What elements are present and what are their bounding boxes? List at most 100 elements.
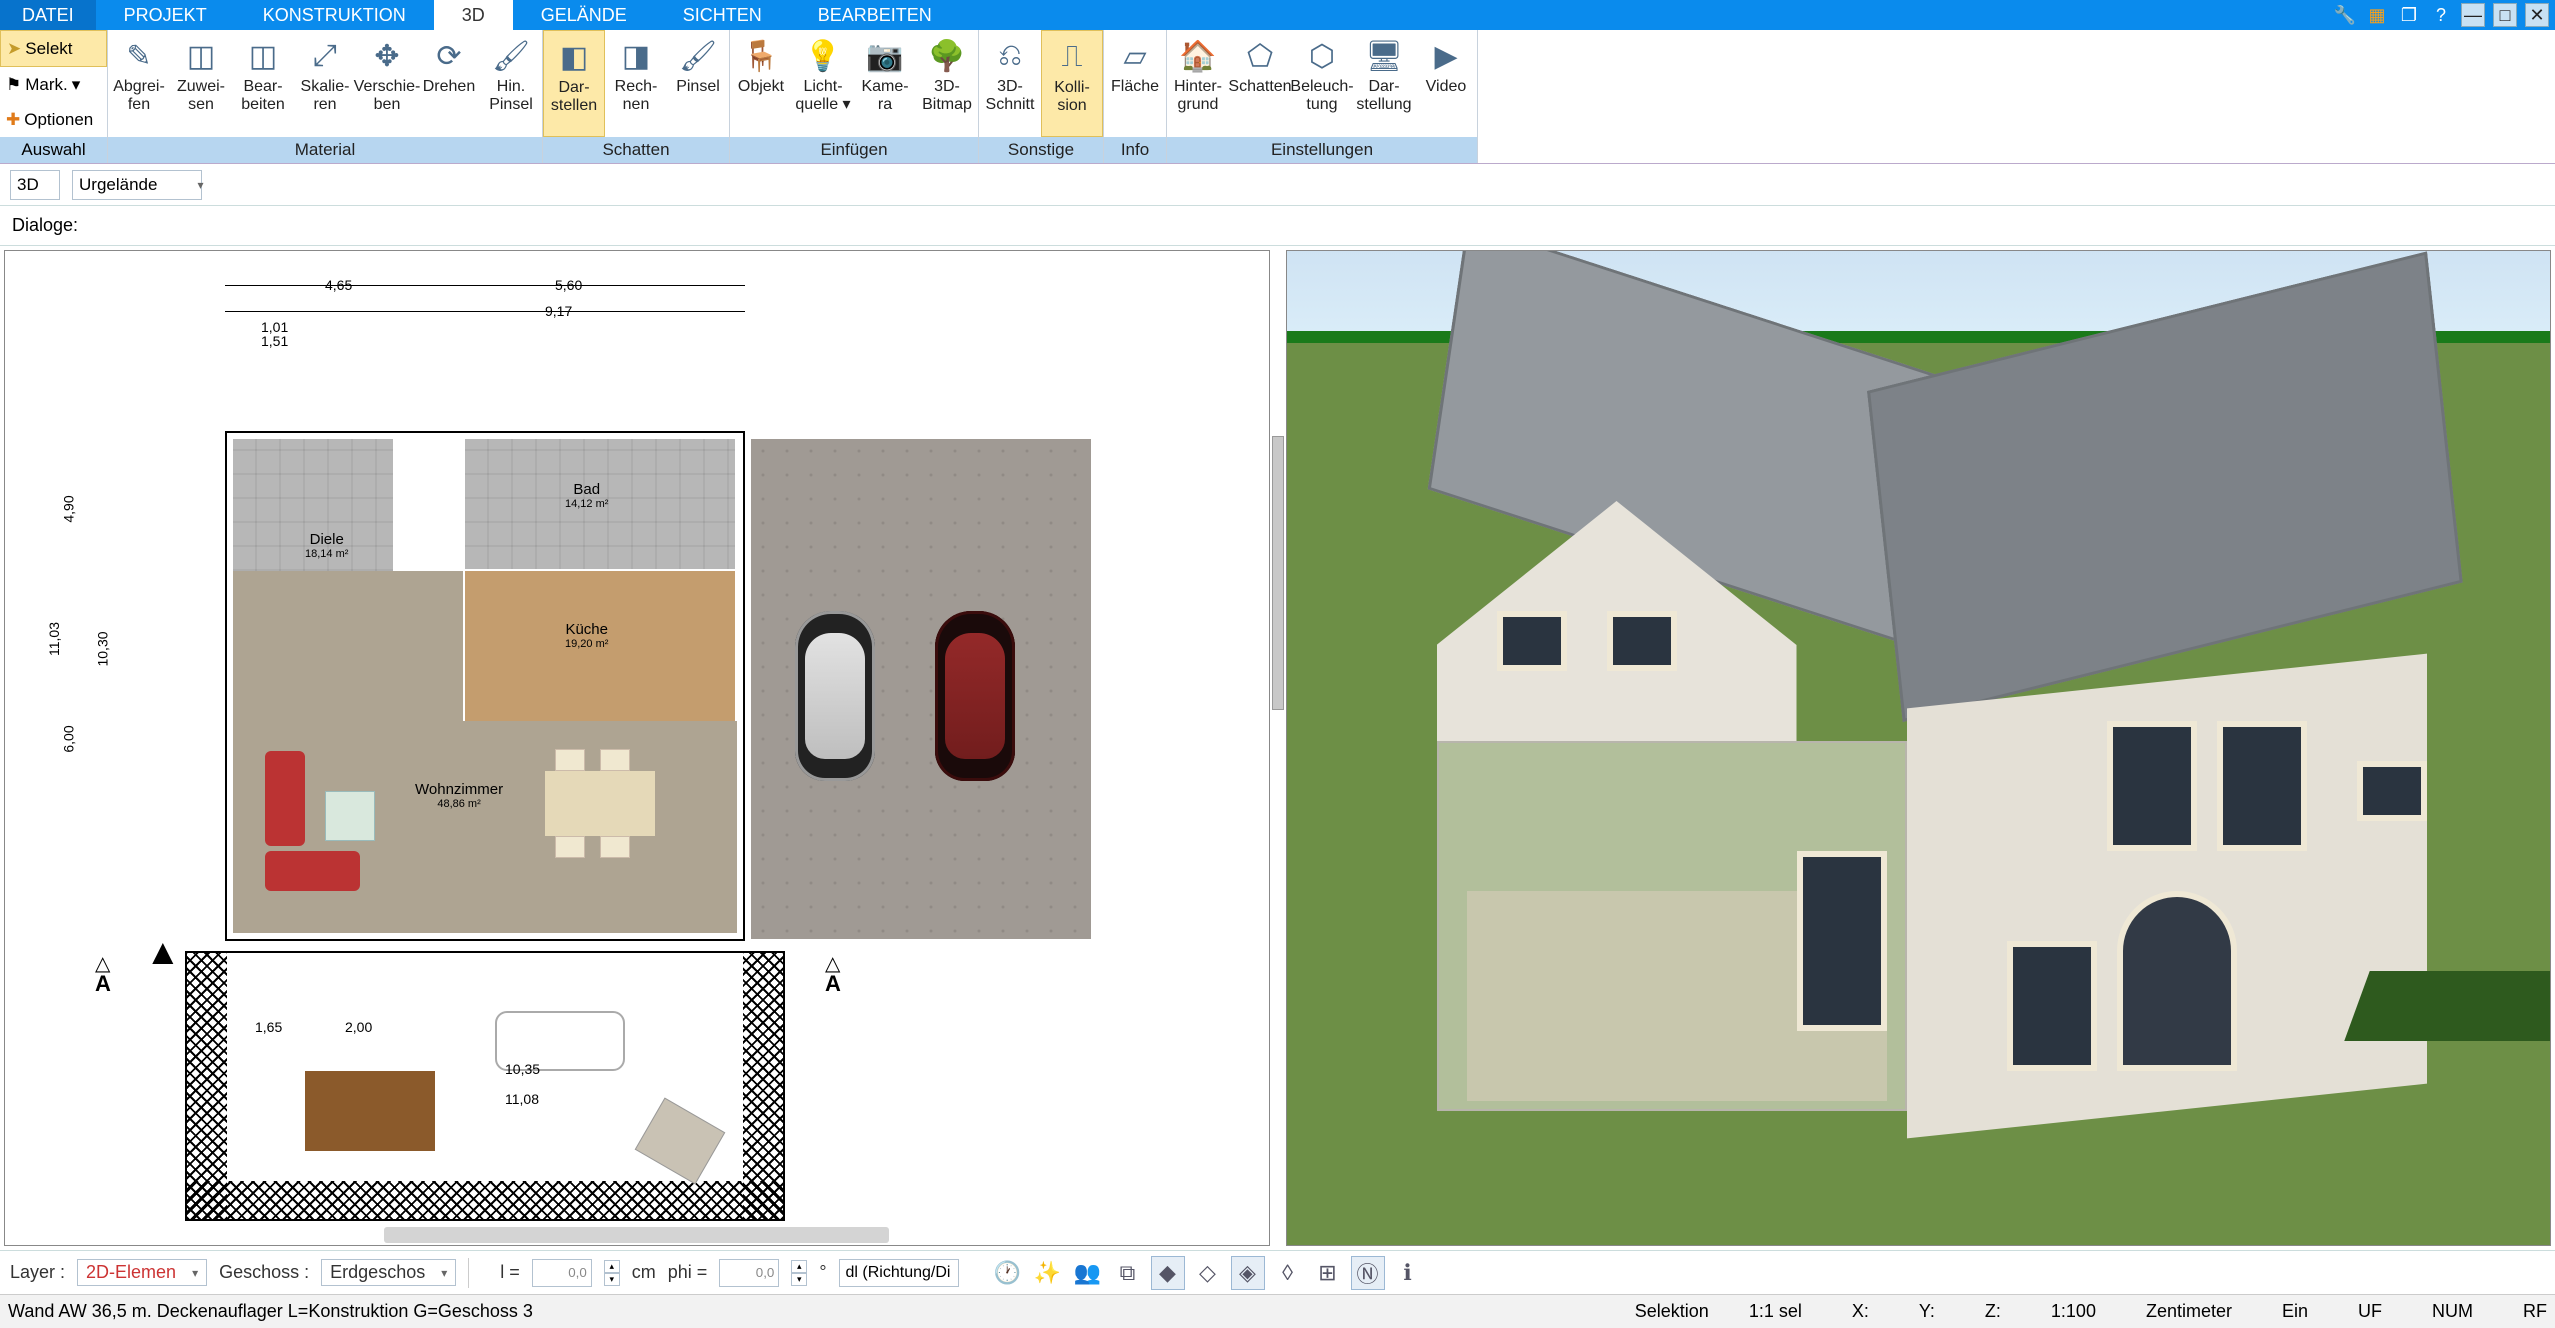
menu-bearbeiten[interactable]: BEARBEITEN [790,0,960,30]
room-bad-label: Bad14,12 m² [565,481,608,510]
ribbon-btn-video[interactable]: ▶Video [1415,30,1477,137]
ribbon-btn-skalieren[interactable]: ⤢Skalie-ren [294,30,356,137]
direction-field[interactable]: dl (Richtung/Di [839,1259,959,1287]
wand-icon[interactable]: ✨ [1031,1256,1065,1290]
dim-10-35: 10,35 [505,1061,540,1077]
dim-1-51: 1,51 [261,333,288,349]
optionen-button[interactable]: ✚ Optionen [0,102,107,137]
phi-spinner[interactable]: ▴▾ [791,1260,807,1286]
ribbon-btn-label: Bear-beiten [241,78,285,114]
north-icon[interactable]: Ⓝ [1351,1256,1385,1290]
plus-icon: ✚ [6,110,20,130]
maximize-button[interactable]: □ [2493,3,2517,27]
dialoge-label: Dialoge: [12,215,78,236]
phi-input[interactable] [719,1259,779,1287]
main-area: 4,65 5,60 9,17 1,01 1,51 4,90 6,00 11,03… [0,246,2555,1250]
ribbon-group-info: ▱FlächeInfo [1104,30,1167,163]
length-input[interactable] [532,1259,592,1287]
ribbon-btn-kollision[interactable]: ⎍Kolli-sion [1041,30,1103,137]
geschoss-label: Geschoss : [219,1262,309,1283]
grid-icon[interactable]: ⊞ [1311,1256,1345,1290]
ribbon-btn-dschnitt[interactable]: ⎌3D-Schnitt [979,30,1041,137]
ribbon-btn-hinpinsel[interactable]: 🖌Hin.Pinsel [480,30,542,137]
ribbon-btn-label: Dar-stellung [1356,78,1411,114]
ribbon-btn-label: Hin.Pinsel [489,78,533,114]
menu-konstruktion[interactable]: KONSTRUKTION [235,0,434,30]
car-red [935,611,1015,781]
tool-icon[interactable]: 🔧 [2333,3,2357,27]
snap4-icon[interactable]: ◊ [1271,1256,1305,1290]
ribbon-group-einstellungen: 🏠Hinter-grund⬠Schatten⬡Beleuch-tung🖥Dar-… [1167,30,1478,163]
ribbon-btn-dbitmap[interactable]: 🌳3D-Bitmap [916,30,978,137]
ribbon-btn-rechnen[interactable]: ◨Rech-nen [605,30,667,137]
minimize-button[interactable]: — [2461,3,2485,27]
length-label: l = [500,1262,520,1283]
ribbon-icon: 💡 [803,36,843,76]
pane-2d-floorplan[interactable]: 4,65 5,60 9,17 1,01 1,51 4,90 6,00 11,03… [4,250,1270,1246]
selekt-button[interactable]: ➤ Selekt [0,30,107,67]
ribbon-icon: ⬡ [1302,36,1342,76]
group-icon[interactable]: 👥 [1071,1256,1105,1290]
ribbon-btn-abgreifen[interactable]: ✎Abgrei-fen [108,30,170,137]
dim-4-90: 4,90 [61,495,77,522]
ribbon-icon: 🏠 [1178,36,1218,76]
pane-splitter[interactable] [1272,436,1284,710]
box-icon[interactable]: ▦ [2365,3,2389,27]
mode-3d-combo[interactable]: 3D [10,170,60,200]
scrollbar-horizontal[interactable] [384,1227,889,1243]
status-y: Y: [1919,1301,1935,1322]
window-icon[interactable]: ❐ [2397,3,2421,27]
ribbon-btn-label: Objekt [738,78,784,96]
snap3-icon[interactable]: ◈ [1231,1256,1265,1290]
copy-icon[interactable]: ⧉ [1111,1256,1145,1290]
ribbon-btn-lichtquelle[interactable]: 💡Licht-quelle ▾ [792,30,854,137]
ribbon-btn-pinsel[interactable]: 🖌Pinsel [667,30,729,137]
ribbon-icon: ✥ [367,36,407,76]
snap2-icon[interactable]: ◇ [1191,1256,1225,1290]
ribbon-btn-hintergrund[interactable]: 🏠Hinter-grund [1167,30,1229,137]
room-wohn-label: Wohnzimmer48,86 m² [415,781,503,810]
ribbon-btn-drehen[interactable]: ⟳Drehen [418,30,480,137]
terrain-combo[interactable]: Urgelände [72,170,202,200]
ribbon-group-label: Material [108,137,542,163]
mark-button[interactable]: ⚑ Mark.▾ [0,67,107,102]
pane-3d-view[interactable]: 📚 🪑 🌳 [1286,250,2552,1246]
menu-sichten[interactable]: SICHTEN [655,0,790,30]
menu-3d[interactable]: 3D [434,0,513,30]
ribbon-btn-bearbeiten[interactable]: ◫Bear-beiten [232,30,294,137]
status-selektion: Selektion [1635,1301,1709,1322]
layer-combo[interactable]: 2D-Elemen [77,1259,207,1286]
ribbon-icon: 🌳 [927,36,967,76]
phi-unit: ° [819,1262,826,1283]
info-icon[interactable]: ℹ [1391,1256,1425,1290]
ribbon: ➤ Selekt ⚑ Mark.▾ ✚ Optionen Auswahl ✎Ab… [0,30,2555,164]
ribbon-btn-darstellung[interactable]: 🖥Dar-stellung [1353,30,1415,137]
ribbon-btn-beleuchtung[interactable]: ⬡Beleuch-tung [1291,30,1353,137]
length-unit: cm [632,1262,656,1283]
menu-gelaende[interactable]: GELÄNDE [513,0,655,30]
ribbon-btn-flche[interactable]: ▱Fläche [1104,30,1166,137]
ribbon-btn-schatten[interactable]: ⬠Schatten [1229,30,1291,137]
ribbon-btn-label: Rech-nen [615,78,658,114]
close-button[interactable]: ✕ [2525,3,2549,27]
menu-datei[interactable]: DATEI [0,0,96,30]
status-scale: 1:100 [2051,1301,2096,1322]
ribbon-group-schatten: ◧Dar-stellen◨Rech-nen🖌PinselSchatten [543,30,730,163]
flag-icon: ⚑ [6,75,21,95]
ribbon-btn-verschieben[interactable]: ✥Verschie-ben [356,30,418,137]
clock-icon[interactable]: 🕐 [991,1256,1025,1290]
ribbon-btn-zuweisen[interactable]: ◫Zuwei-sen [170,30,232,137]
menu-projekt[interactable]: PROJEKT [96,0,235,30]
status-uf: UF [2358,1301,2382,1322]
help-icon[interactable]: ? [2429,3,2453,27]
ribbon-btn-kamera[interactable]: 📷Kame-ra [854,30,916,137]
ribbon-group-einfügen: 🪑Objekt💡Licht-quelle ▾📷Kame-ra🌳3D-Bitmap… [730,30,979,163]
geschoss-combo[interactable]: Erdgeschos [321,1259,456,1286]
ribbon-btn-darstellen[interactable]: ◧Dar-stellen [543,30,605,137]
cursor-icon: ➤ [7,39,21,59]
ribbon-group-label: Info [1104,137,1166,163]
ribbon-btn-label: 3D-Schnitt [986,78,1035,114]
length-spinner[interactable]: ▴▾ [604,1260,620,1286]
snap1-icon[interactable]: ◆ [1151,1256,1185,1290]
ribbon-btn-objekt[interactable]: 🪑Objekt [730,30,792,137]
